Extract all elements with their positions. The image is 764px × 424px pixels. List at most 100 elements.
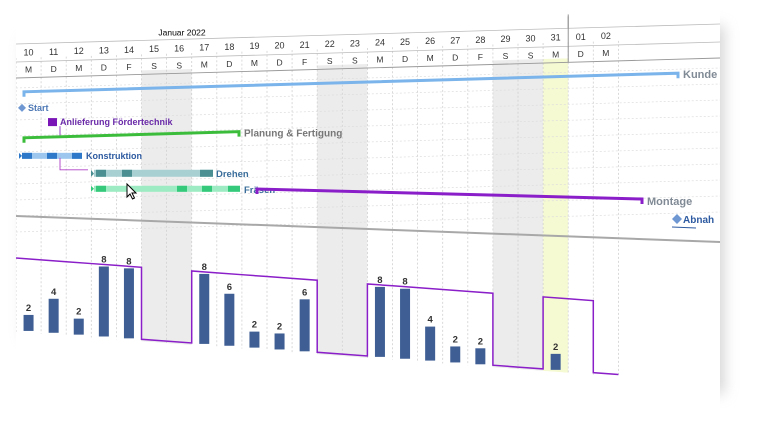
histogram-bar[interactable] — [475, 348, 486, 365]
histogram-bar[interactable] — [249, 331, 260, 348]
weekend-band — [342, 64, 368, 358]
task-segment — [96, 185, 106, 192]
weekday-letter: M — [376, 55, 383, 65]
day-number: 14 — [124, 45, 134, 55]
histogram-value-label: 8 — [377, 275, 382, 286]
histogram-value-label: 2 — [478, 336, 483, 347]
day-number: 13 — [99, 46, 109, 56]
task-bar-fraesen[interactable] — [94, 185, 240, 192]
day-number: 25 — [400, 37, 410, 47]
weekday-letter: M — [25, 65, 32, 75]
weekday-letter: D — [452, 53, 458, 63]
task-label-kunde: Kunde — [683, 69, 717, 81]
histogram-bar[interactable] — [123, 268, 134, 339]
task-segment — [228, 185, 240, 192]
weekday-letter: S — [176, 60, 182, 70]
weekday-letter: S — [352, 55, 358, 65]
histogram-value-label: 2 — [26, 303, 31, 314]
milestone-start-icon[interactable] — [18, 103, 26, 112]
day-number: 15 — [149, 44, 159, 54]
task-segment — [72, 152, 82, 159]
summary-bar-kunde[interactable] — [22, 71, 680, 97]
histogram-bar[interactable] — [400, 288, 411, 359]
task-bar-anlieferung[interactable] — [48, 118, 57, 127]
header-top-line — [16, 23, 720, 45]
histogram-bar[interactable] — [224, 293, 235, 346]
histogram-bar[interactable] — [374, 286, 385, 357]
histogram-bar[interactable] — [299, 299, 310, 352]
weekday-letter: F — [126, 62, 131, 72]
summary-bar-montage[interactable] — [255, 187, 644, 204]
today-highlight-band — [543, 58, 569, 373]
weekday-letter: F — [478, 52, 483, 62]
day-number: 22 — [325, 39, 335, 49]
day-number: 24 — [375, 38, 385, 48]
task-label-start: Start — [28, 103, 49, 113]
histogram-bar[interactable] — [550, 353, 561, 370]
weekday-letter: D — [226, 59, 232, 69]
day-number: 29 — [500, 34, 510, 44]
weekday-letter: S — [327, 56, 333, 66]
bar-start-marker-icon — [91, 169, 94, 177]
histogram-bar[interactable] — [98, 266, 109, 337]
histogram-bar[interactable] — [274, 333, 285, 350]
day-number: 31 — [551, 33, 561, 43]
summary-bar-planung[interactable] — [22, 130, 241, 143]
weekday-letter: S — [151, 61, 157, 71]
weekday-letter: M — [251, 58, 258, 68]
bar-start-marker-icon — [19, 152, 22, 159]
weekend-band — [492, 59, 518, 370]
task-segment — [96, 169, 106, 177]
bar-start-marker-icon — [91, 185, 94, 192]
weekday-letter: M — [427, 53, 434, 63]
day-number: 12 — [74, 46, 84, 56]
histogram-value-label: 2 — [277, 321, 282, 332]
grid-hline — [16, 67, 720, 89]
task-segment — [47, 152, 57, 159]
task-label-konstruktion: Konstruktion — [86, 151, 142, 161]
day-number: 10 — [24, 48, 34, 58]
weekend-band — [166, 69, 192, 345]
header-bottom-line — [16, 57, 720, 79]
grid-hline — [16, 211, 720, 233]
histogram-value-label: 2 — [76, 307, 81, 318]
day-number: 21 — [300, 40, 310, 50]
task-label-abnahme: Abnah — [683, 215, 714, 226]
task-label-anlieferung: Anlieferung Fördertechnik — [60, 117, 174, 127]
weekday-letter: S — [528, 50, 534, 60]
task-label-montage: Montage — [647, 196, 692, 208]
histogram-bar[interactable] — [450, 346, 461, 363]
histogram-bar[interactable] — [73, 318, 84, 335]
day-number: 27 — [450, 36, 460, 46]
histogram-bar[interactable] — [425, 326, 436, 361]
task-label-planung: Planung & Fertigung — [244, 129, 342, 140]
histogram-value-label: 4 — [51, 287, 57, 298]
grid-hline — [16, 99, 720, 121]
histogram-bar[interactable] — [199, 273, 210, 344]
day-number: 23 — [350, 38, 360, 48]
day-number: 11 — [49, 47, 58, 57]
histogram-value-label: 6 — [302, 287, 307, 298]
task-segment — [177, 185, 187, 192]
weekday-letter: D — [578, 49, 584, 59]
weekday-letter: M — [602, 48, 609, 58]
weekday-letter: M — [75, 63, 82, 73]
weekday-letter: D — [101, 63, 107, 73]
day-number: 02 — [601, 31, 611, 41]
grid-hline — [16, 115, 720, 137]
task-segment — [200, 169, 213, 177]
grid-hline — [16, 131, 720, 153]
milestone-underline — [671, 226, 697, 229]
milestone-abnahme-icon[interactable] — [672, 214, 682, 224]
capacity-outline — [16, 257, 619, 376]
top-edge-mask — [16, 0, 720, 30]
histogram-bar[interactable] — [23, 314, 34, 331]
weekday-letter: M — [201, 60, 208, 70]
histogram-bar[interactable] — [48, 298, 59, 333]
month-label: Januar 2022 — [158, 27, 206, 37]
month-label-overlay: Januar 2022 — [158, 27, 206, 37]
grid-hline — [16, 83, 720, 105]
grid-hline — [16, 163, 720, 185]
task-bar-drehen[interactable] — [94, 169, 213, 177]
